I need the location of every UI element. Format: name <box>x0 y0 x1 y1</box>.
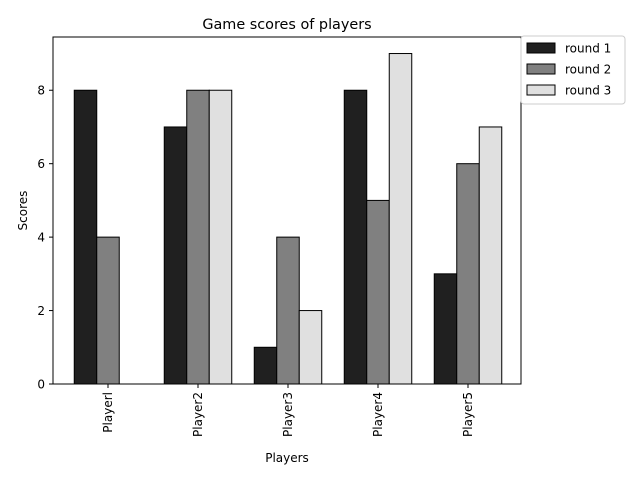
legend: round 1 round 2 round 3 <box>520 35 626 105</box>
bar-player5-series-3 <box>478 126 503 385</box>
x-tick-label: Playerl <box>101 392 115 433</box>
legend-label-2: round 2 <box>565 63 611 77</box>
bar-player2-series-1 <box>163 126 188 385</box>
bar-player5-series-2 <box>456 163 480 385</box>
y-tick-label: 2 <box>37 304 45 318</box>
x-tick-label: Player3 <box>281 392 295 437</box>
bar-player3-series-3 <box>298 310 323 385</box>
bar-playerl-series-2 <box>96 236 120 385</box>
y-axis: 0 2 4 6 8 <box>37 84 53 392</box>
y-tick-label: 8 <box>37 84 45 98</box>
x-axis-label: Players <box>265 451 309 465</box>
bar-player5-series-1 <box>433 273 458 385</box>
bar-player3-series-2 <box>276 236 300 385</box>
bar-player4-series-3 <box>388 53 413 385</box>
y-axis-label: Scores <box>16 191 30 231</box>
legend-label-3: round 3 <box>565 84 611 98</box>
legend-swatch-2 <box>526 63 556 75</box>
x-tick-label: Player4 <box>371 392 385 437</box>
x-tick-label: Player2 <box>191 392 205 437</box>
x-tick-label: Player5 <box>461 392 475 437</box>
y-tick-label: 4 <box>37 231 45 245</box>
bars-group <box>73 53 503 385</box>
bar-player2-series-2 <box>186 89 210 385</box>
bar-player2-series-3 <box>208 89 233 385</box>
legend-swatch-3 <box>526 84 556 96</box>
y-tick-label: 6 <box>37 157 45 171</box>
chart-title: Game scores of players <box>202 17 371 33</box>
bar-player4-series-1 <box>343 89 368 385</box>
bar-player3-series-1 <box>253 346 278 385</box>
legend-label-1: round 1 <box>565 42 611 56</box>
bar-player4-series-2 <box>366 199 390 385</box>
bar-playerl-series-1 <box>73 89 98 385</box>
y-tick-label: 0 <box>37 378 45 392</box>
legend-swatch-1 <box>526 42 556 54</box>
plot-frame <box>52 36 522 385</box>
x-axis: Playerl Player2 Player3 Player4 Player5 <box>101 384 475 437</box>
